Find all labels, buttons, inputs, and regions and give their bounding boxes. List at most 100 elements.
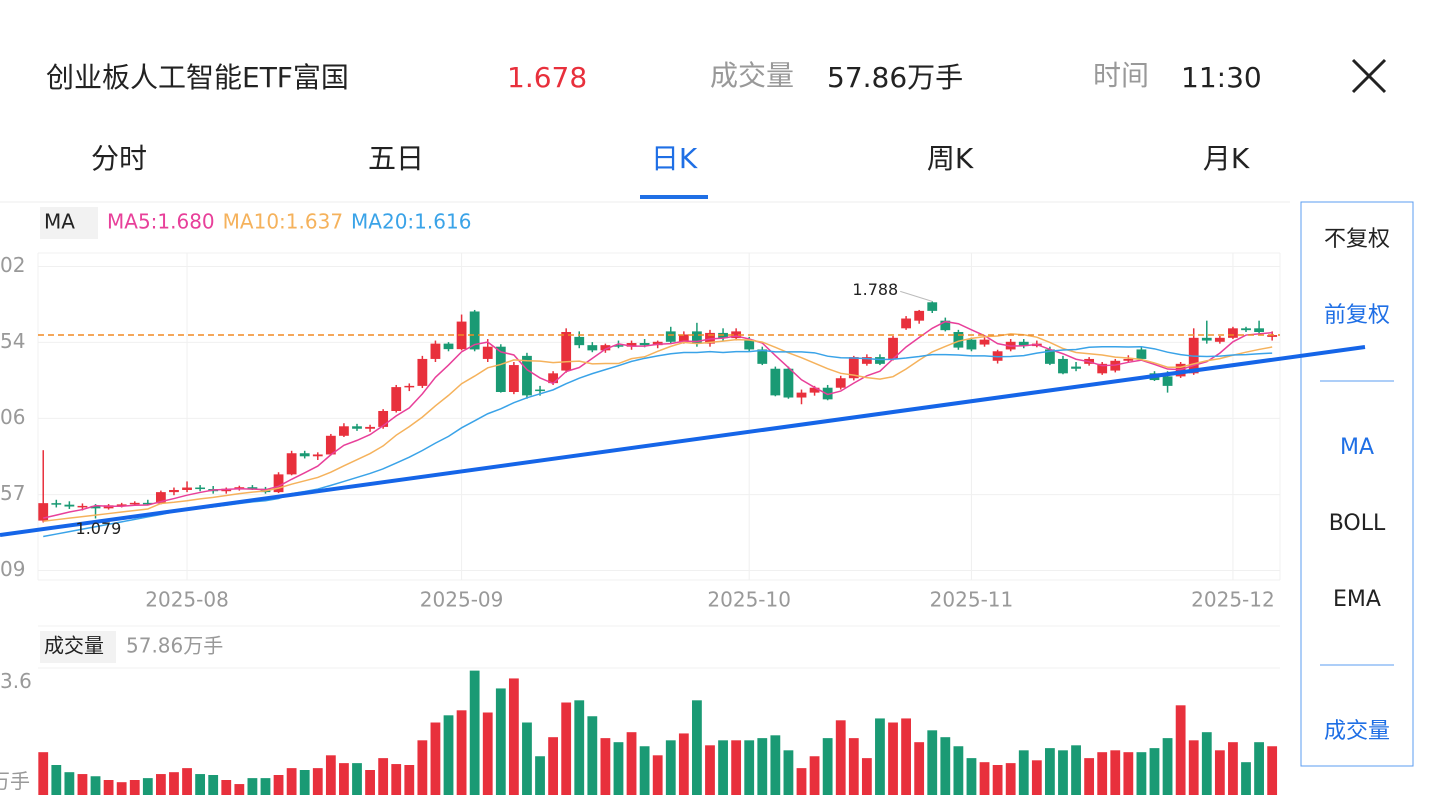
volume-bar (548, 737, 559, 795)
volume-bar (992, 765, 1003, 795)
volume-bar (1228, 742, 1238, 795)
volume-bar (508, 678, 519, 795)
candle-body (142, 502, 153, 505)
candle-body (940, 320, 951, 331)
tab[interactable]: 日K (651, 142, 698, 175)
indicator-option[interactable]: MA (1340, 435, 1374, 460)
candle-body (404, 385, 415, 388)
tab[interactable]: 月K (1203, 142, 1250, 175)
candle-body (783, 368, 794, 398)
volume-bar (600, 738, 611, 795)
volume-bar (848, 738, 859, 795)
adjust-option[interactable]: 不复权 (1324, 227, 1390, 252)
volume-bar (247, 778, 258, 795)
volume-bar (940, 737, 951, 795)
volume-bar (1045, 748, 1055, 795)
volume-bar (195, 774, 206, 795)
candle-body (352, 426, 362, 429)
candle-body (809, 387, 820, 393)
candle-body (169, 489, 179, 493)
volume-bar (927, 730, 938, 795)
candle-body (1241, 328, 1251, 331)
volume-bar (652, 755, 663, 795)
indicator-option[interactable]: BOLL (1329, 511, 1386, 536)
candle-body (848, 357, 859, 379)
volume-bar (208, 775, 219, 795)
tab[interactable]: 周K (927, 142, 974, 175)
volume-bar (783, 750, 794, 795)
x-tick-label: 2025-08 (145, 588, 229, 612)
volume-bar (443, 715, 454, 795)
candle-body (770, 368, 781, 396)
candle-body (574, 336, 585, 346)
tab[interactable]: 分时 (91, 142, 147, 175)
x-tick-label: 2025-10 (707, 588, 791, 612)
candle-body (1201, 337, 1212, 341)
volume-bar (1005, 763, 1016, 795)
candle-body (365, 426, 375, 429)
volume-bar (482, 712, 493, 795)
candle-body (443, 343, 454, 350)
candle-body (508, 365, 519, 393)
candle-body (1254, 328, 1264, 332)
candle-body (77, 505, 88, 508)
volume-bar (979, 762, 990, 795)
candle-body (639, 343, 650, 346)
candle-body (1136, 349, 1147, 359)
y-tick-label: 02 (0, 253, 25, 277)
volume-bar (1267, 746, 1278, 795)
candle-body (234, 487, 245, 489)
volume-label: 成交量 (710, 59, 795, 92)
candle-body (64, 504, 75, 507)
volume-bar (875, 718, 885, 795)
indicator-option[interactable]: EMA (1333, 587, 1381, 612)
volume-bar (665, 740, 676, 795)
candle-body (482, 346, 493, 359)
legend-entry: MA10:1.637 (223, 210, 343, 234)
candle-body (875, 357, 885, 364)
volume-bar (38, 752, 49, 795)
fund-title: 创业板人工智能ETF富国 (46, 61, 349, 94)
y-tick-label: 3.6 (0, 669, 32, 693)
volume-bar (1201, 732, 1212, 795)
volume-bar (299, 770, 310, 795)
volume-bar (77, 774, 88, 795)
volume-bar (1241, 762, 1251, 795)
volume-bar (1018, 750, 1029, 795)
volume-bar (352, 763, 362, 795)
volume-bar (90, 776, 101, 795)
close-button[interactable] (1351, 58, 1387, 94)
candle-body (1162, 376, 1173, 386)
volume-bar (901, 718, 911, 795)
y-tick-label: 06 (0, 405, 25, 429)
y-tick-label: 57 (0, 481, 25, 505)
volume-bar (325, 755, 336, 795)
candle-body (901, 318, 911, 329)
adjust-option[interactable]: 前复权 (1324, 303, 1390, 328)
x-tick-label: 2025-09 (420, 588, 504, 612)
volume-bar (116, 782, 127, 795)
candle-body (626, 343, 637, 347)
candle-body (914, 310, 925, 321)
candle-body (822, 387, 833, 400)
volume-bar (273, 775, 284, 795)
volume-bar (692, 700, 702, 795)
volume-bar (1136, 752, 1147, 795)
ma-line (43, 345, 1273, 538)
volume-bar (1058, 750, 1068, 795)
candle-body (535, 389, 545, 392)
tab[interactable]: 五日 (368, 142, 424, 175)
volume-option[interactable]: 成交量 (1324, 719, 1390, 744)
volume-bar (522, 722, 532, 795)
volume-bar (404, 765, 415, 795)
candle-body (1123, 358, 1134, 361)
candle-body (522, 355, 532, 396)
candle-body (1058, 358, 1068, 374)
volume-bar (378, 758, 389, 795)
candle-body (678, 334, 689, 342)
volume-bar (639, 746, 650, 795)
candle-body (705, 332, 715, 344)
time-value: 11:30 (1181, 61, 1262, 94)
candle-body (692, 331, 702, 344)
